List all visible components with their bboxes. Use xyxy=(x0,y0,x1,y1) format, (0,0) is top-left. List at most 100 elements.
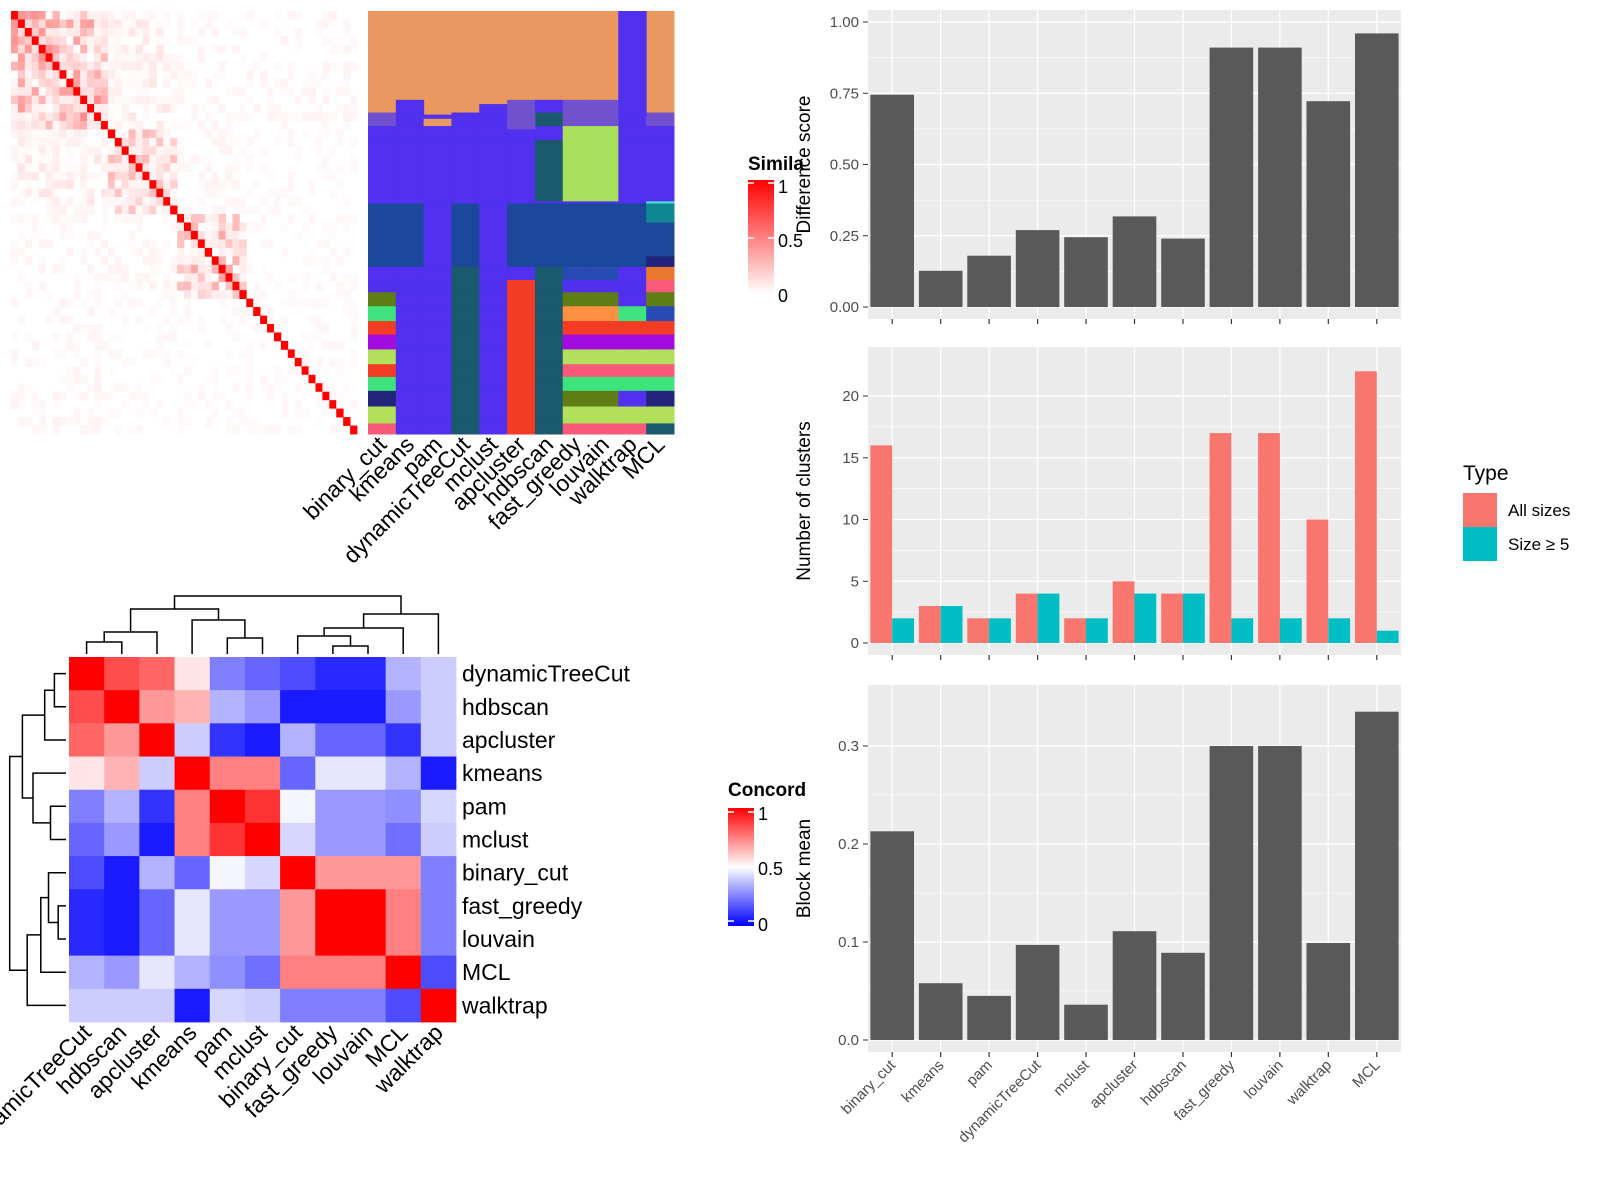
similarity-cell xyxy=(66,137,74,147)
similarity-cell xyxy=(184,222,192,232)
similarity-cell xyxy=(73,349,81,359)
similarity-cell xyxy=(253,298,261,308)
similarity-cell xyxy=(24,163,33,173)
similarity-cell xyxy=(80,44,88,54)
similarity-cell xyxy=(31,36,40,46)
similarity-cell xyxy=(287,357,296,367)
similarity-cell xyxy=(156,120,164,130)
similarity-cell xyxy=(177,163,185,173)
similarity-cell xyxy=(114,383,123,393)
similarity-cell xyxy=(149,273,157,283)
similarity-cell xyxy=(343,222,351,232)
similarity-cell xyxy=(211,230,219,240)
dendrogram-branch xyxy=(32,772,66,824)
similarity-cell xyxy=(239,315,247,325)
similarity-cell xyxy=(322,256,330,266)
similarity-cell xyxy=(322,366,330,376)
similarity-cell xyxy=(24,171,33,181)
similarity-cell xyxy=(211,290,219,300)
similarity-cell xyxy=(100,36,109,46)
cluster-cell xyxy=(368,306,397,322)
similarity-cell xyxy=(100,256,109,266)
similarity-cell xyxy=(329,19,337,29)
similarity-cell xyxy=(343,298,351,308)
similarity-cell xyxy=(100,120,109,130)
concordance-row-label: mclust xyxy=(462,827,529,853)
concordance-cell xyxy=(385,723,422,757)
bar-all-sizes xyxy=(1306,519,1329,643)
similarity-cell xyxy=(17,53,26,63)
similarity-cell xyxy=(142,171,150,181)
similarity-cell xyxy=(45,61,53,71)
cluster-cell xyxy=(618,256,647,268)
similarity-cell xyxy=(52,120,60,130)
similarity-cell xyxy=(24,61,33,71)
concordance-cell xyxy=(69,856,105,890)
similarity-cell xyxy=(121,112,130,122)
similarity-cell xyxy=(73,366,81,376)
similarity-cell xyxy=(59,349,67,359)
similarity-cell xyxy=(197,230,206,240)
similarity-cell xyxy=(170,137,178,147)
similarity-cell xyxy=(218,256,226,266)
similarity-cell xyxy=(225,273,233,283)
similarity-cell xyxy=(225,230,233,240)
similarity-cell xyxy=(280,408,289,418)
concordance-cell xyxy=(244,657,281,691)
similarity-cell xyxy=(38,19,46,29)
cluster-cell xyxy=(646,11,675,114)
cluster-cell xyxy=(423,266,452,281)
similarity-cell xyxy=(121,53,130,63)
similarity-cell xyxy=(322,129,330,139)
similarity-cell xyxy=(121,273,130,283)
similarity-cell xyxy=(66,171,74,181)
similarity-cell xyxy=(142,256,150,266)
similarity-cell xyxy=(273,197,282,206)
similarity-cell xyxy=(38,53,46,63)
similarity-cell xyxy=(31,222,40,232)
cluster-cell xyxy=(395,280,425,293)
similarity-cell xyxy=(280,36,289,46)
concordance-cell xyxy=(420,789,457,824)
similarity-cell xyxy=(329,188,337,198)
similarity-cell xyxy=(267,239,275,249)
similarity-cell xyxy=(135,44,143,54)
similarity-cell xyxy=(301,366,309,376)
similarity-cell xyxy=(294,36,303,46)
similarity-cell xyxy=(66,112,74,122)
similarity-cell xyxy=(315,298,323,308)
similarity-cell xyxy=(52,205,60,215)
similarity-cell xyxy=(94,27,102,37)
cluster-cell xyxy=(507,203,536,223)
cluster-cell xyxy=(479,321,508,336)
similarity-cell xyxy=(121,180,130,190)
similarity-cell xyxy=(211,171,219,181)
similarity-cell xyxy=(350,95,358,105)
cluster-cell xyxy=(590,376,619,392)
similarity-cell xyxy=(294,154,303,164)
similarity-cell xyxy=(107,264,116,274)
similarity-cell xyxy=(128,239,136,249)
cluster-cell xyxy=(507,201,536,204)
similarity-cell xyxy=(267,205,275,215)
cluster-cell xyxy=(423,334,452,350)
similarity-cell xyxy=(128,214,136,223)
similarity-cell xyxy=(211,11,219,20)
similarity-cell xyxy=(204,247,213,257)
similarity-cell xyxy=(142,154,150,164)
concordance-cell xyxy=(420,756,457,791)
similarity-cell xyxy=(100,417,109,426)
similarity-cell xyxy=(211,70,219,80)
y-tick-label: 0 xyxy=(851,635,859,652)
similarity-cell xyxy=(45,36,53,46)
similarity-cell xyxy=(149,154,157,164)
similarity-cell xyxy=(177,95,185,105)
similarity-cell xyxy=(170,70,178,80)
similarity-cell xyxy=(149,188,157,198)
similarity-cell xyxy=(184,205,192,215)
similarity-cell xyxy=(107,383,116,393)
concordance-cell xyxy=(280,856,316,890)
similarity-cell xyxy=(135,315,143,325)
similarity-cell xyxy=(204,340,213,350)
similarity-cell xyxy=(114,332,123,342)
